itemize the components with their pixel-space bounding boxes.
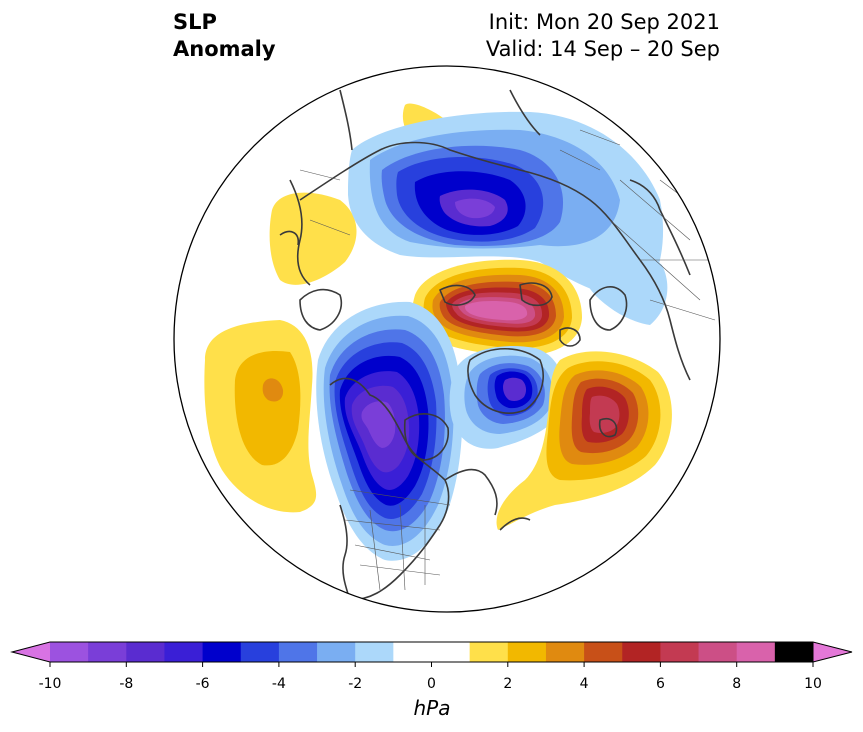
colorbar-segment	[393, 642, 471, 662]
title-variable: SLP	[173, 10, 217, 34]
init-date: Init: Mon 20 Sep 2021	[488, 10, 720, 34]
colorbar-segment	[278, 642, 318, 662]
colorbar-segment	[240, 642, 280, 662]
colorbar-segment	[164, 642, 204, 662]
colorbar-tick-label: -6	[196, 676, 210, 692]
anomaly-europe-low	[578, 242, 668, 325]
political-borders	[299, 129, 716, 591]
colorbar-body	[10, 641, 853, 663]
colorbar-tick-label: 8	[732, 676, 741, 692]
colorbar-extend-max	[813, 642, 852, 662]
colorbar-tick-label: 6	[656, 676, 665, 692]
colorbar-unit: hPa	[414, 696, 451, 720]
anomaly-arctic-high	[412, 259, 582, 357]
colorbar-extend-min	[12, 642, 50, 662]
colorbar-segment	[736, 642, 776, 662]
colorbar-segment	[317, 642, 356, 662]
colorbar-segment	[507, 642, 547, 662]
colorbar-segment	[126, 642, 165, 662]
map-boundary	[173, 65, 721, 613]
colorbar-segment	[545, 642, 585, 662]
anomaly-northeast-asia-high	[269, 192, 357, 285]
anomaly-canada-low	[316, 301, 463, 561]
colorbar-tick-label: -10	[39, 676, 62, 692]
colorbar-tick-label: 10	[804, 676, 822, 692]
colorbar-segment	[660, 642, 700, 662]
colorbar-segment	[88, 642, 127, 662]
valid-range: Valid: 14 Sep – 20 Sep	[485, 37, 720, 61]
colorbar-segment	[50, 642, 89, 662]
colorbar-segment	[622, 642, 661, 662]
colorbar-tick-label: 0	[427, 676, 436, 692]
colorbar-tick-label: -8	[119, 676, 133, 692]
colorbar-segment	[698, 642, 738, 662]
polar-map	[173, 65, 721, 613]
colorbar-tick-label: -4	[272, 676, 286, 692]
coastlines	[279, 89, 691, 601]
colorbar-segment	[355, 642, 394, 662]
title-right: Init: Mon 20 Sep 2021 Valid: 14 Sep – 20…	[486, 9, 720, 63]
colorbar-tick-label: 2	[503, 676, 512, 692]
colorbar-tick-label: 4	[580, 676, 589, 692]
colorbar-segment	[774, 642, 814, 662]
anomaly-baffin-low	[449, 346, 565, 449]
anomaly-atlantic-high	[496, 351, 672, 530]
colorbar: -10 -8 -6 -4 -2 0 2 4 6 8 10 hPa	[10, 641, 853, 720]
colorbar-ticks: -10 -8 -6 -4 -2 0 2 4 6 8 10	[39, 662, 822, 692]
title-left: SLP Anomaly	[173, 9, 276, 63]
anomaly-north-pacific-high	[204, 320, 317, 513]
map-disk	[174, 66, 720, 612]
colorbar-segment	[469, 642, 509, 662]
colorbar-segment	[202, 642, 242, 662]
title-anomaly: Anomaly	[173, 37, 276, 61]
colorbar-tick-label: -2	[348, 676, 362, 692]
colorbar-segment	[584, 642, 623, 662]
